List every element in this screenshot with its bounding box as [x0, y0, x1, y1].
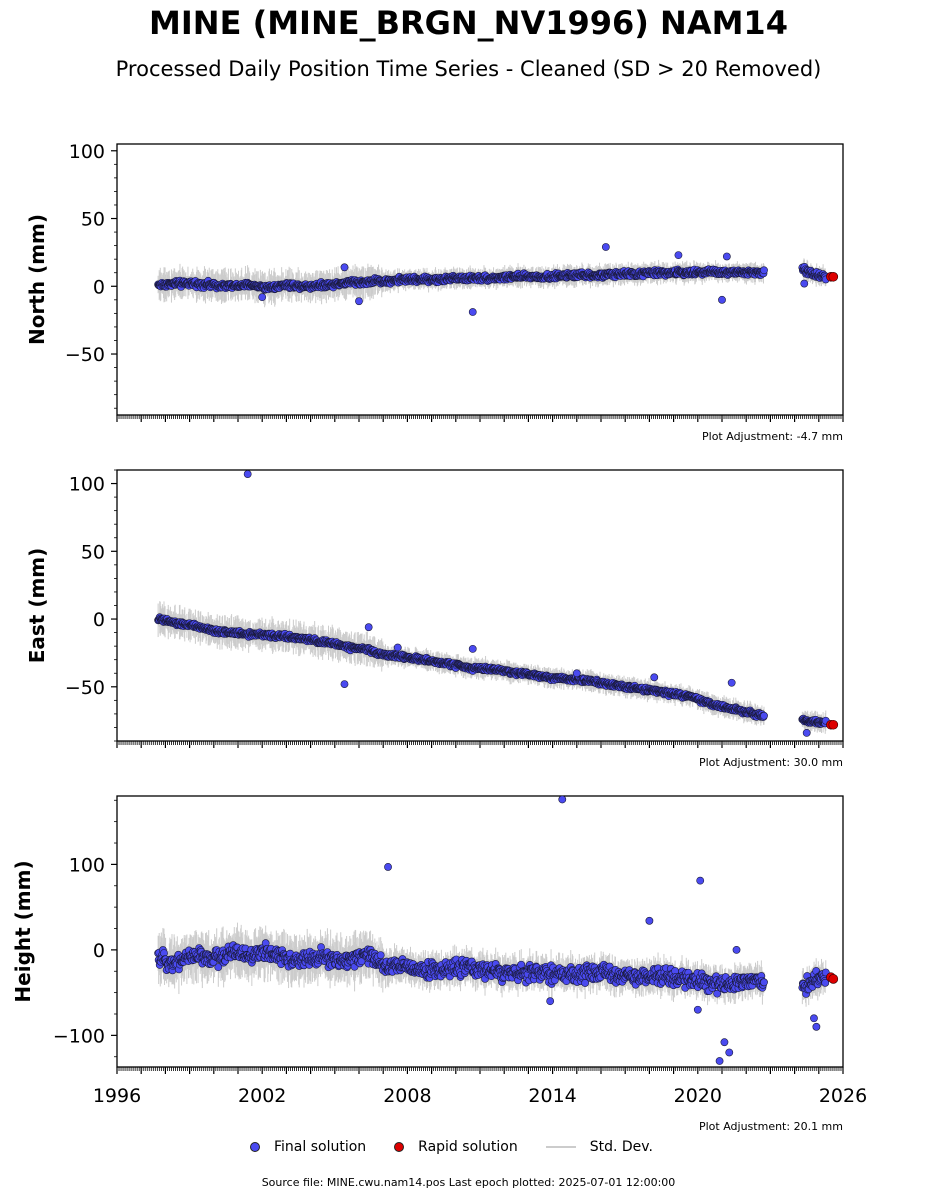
y-axis-label: North (mm): [25, 214, 49, 345]
panel-north: 100 50 0 −50 North (mm) Plot Adjustment: -4.7…: [25, 141, 844, 443]
rapid-point: [828, 271, 839, 282]
plot-adjustment-note: Plot Adjustment: -4.7 mm: [702, 430, 843, 443]
y-tick-label: 100: [69, 141, 105, 163]
final-solution-points: [154, 470, 830, 737]
final-point-outlier: [601, 243, 610, 251]
final-point-outlier: [258, 293, 267, 302]
final-point-outlier: [468, 308, 477, 316]
final-point-outlier: [355, 297, 363, 306]
final-point: [760, 266, 768, 275]
y-tick-label: 50: [81, 209, 105, 231]
y-tick-label: 0: [93, 276, 105, 298]
final-point-outlier: [340, 263, 349, 272]
final-solution-points: [154, 243, 830, 316]
y-tick-label: −50: [65, 344, 105, 366]
final-point-outlier: [674, 251, 683, 260]
figure: 100 50 0 −50 North (mm) Plot Adjustment: -4.7…: [11, 141, 867, 1133]
chart-title: MINE (MINE_BRGN_NV1996) NAM14: [149, 4, 788, 42]
chart-subtitle: Processed Daily Position Time Series - C…: [115, 57, 822, 81]
final-point-outlier: [722, 252, 731, 261]
final-point-outlier: [800, 279, 809, 288]
final-point-outlier: [718, 295, 726, 304]
